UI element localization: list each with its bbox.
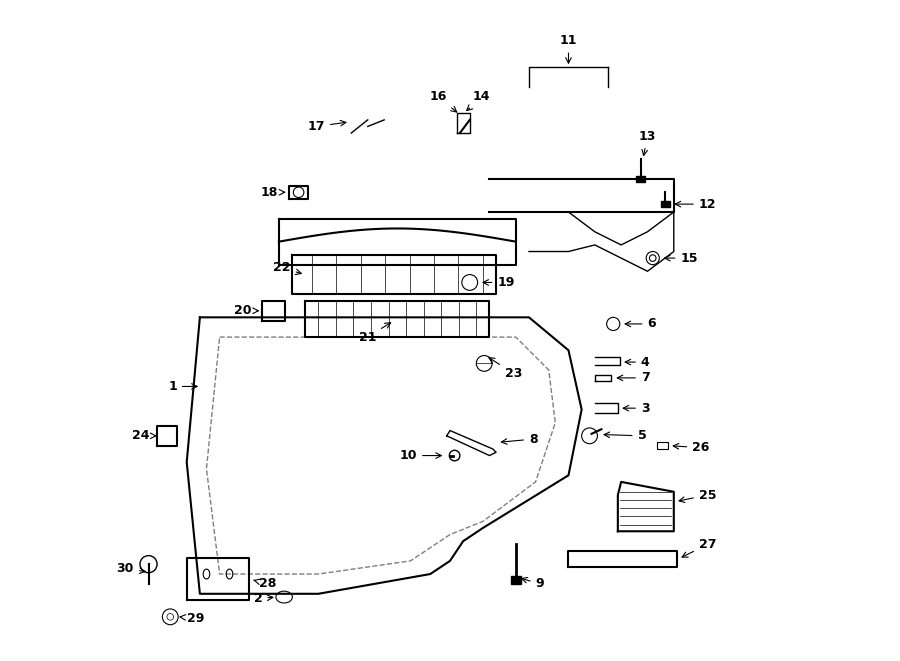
Text: 20: 20 <box>234 304 258 317</box>
Text: 16: 16 <box>429 91 457 112</box>
Bar <box>657 442 668 449</box>
Text: 2: 2 <box>254 592 273 605</box>
Text: 26: 26 <box>673 441 709 454</box>
Text: 22: 22 <box>274 262 302 274</box>
Text: 24: 24 <box>131 429 156 442</box>
Text: 8: 8 <box>501 432 537 446</box>
Text: 18: 18 <box>260 186 284 199</box>
Text: 27: 27 <box>682 538 716 557</box>
Text: 29: 29 <box>180 611 204 625</box>
Text: 10: 10 <box>400 449 441 462</box>
Text: 4: 4 <box>626 356 650 369</box>
Text: 21: 21 <box>359 323 391 344</box>
Text: 28: 28 <box>254 578 276 590</box>
Text: 25: 25 <box>680 488 716 502</box>
Text: 12: 12 <box>675 198 716 211</box>
Text: 11: 11 <box>560 34 577 63</box>
Text: 19: 19 <box>483 276 515 289</box>
Bar <box>636 176 645 182</box>
Bar <box>510 576 521 584</box>
Text: 13: 13 <box>639 130 656 155</box>
Text: 23: 23 <box>489 358 522 379</box>
Text: 9: 9 <box>522 578 544 590</box>
Text: 17: 17 <box>308 120 346 133</box>
Text: 3: 3 <box>623 402 650 414</box>
Text: 15: 15 <box>664 252 698 264</box>
Text: 30: 30 <box>117 563 145 575</box>
Bar <box>661 202 670 207</box>
Text: 6: 6 <box>626 317 656 330</box>
Text: 14: 14 <box>467 91 491 110</box>
Text: 1: 1 <box>168 380 197 393</box>
Text: 5: 5 <box>604 429 646 442</box>
Text: 7: 7 <box>617 371 650 385</box>
